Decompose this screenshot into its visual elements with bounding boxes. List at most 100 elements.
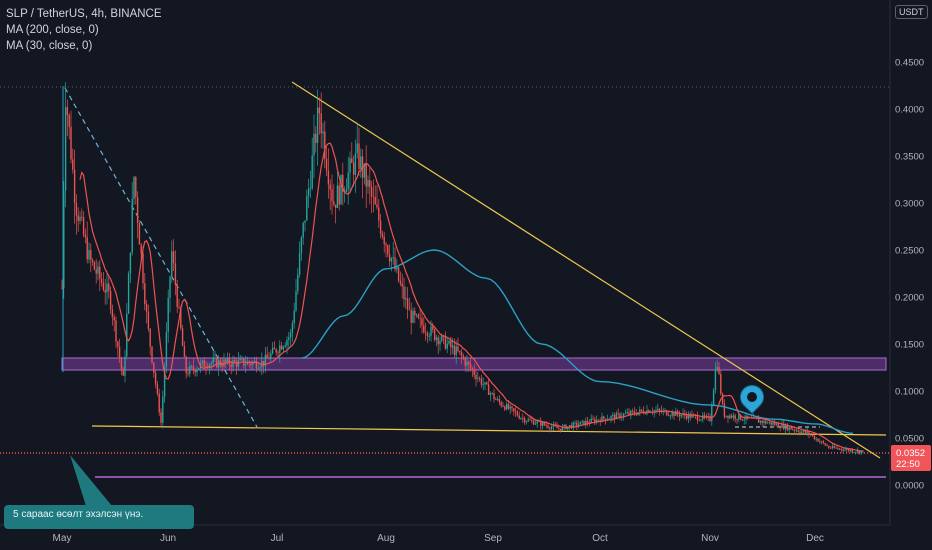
candle-body bbox=[833, 446, 835, 448]
candle-body bbox=[770, 422, 772, 425]
candle-body bbox=[696, 415, 699, 421]
candle-body bbox=[806, 431, 808, 433]
candle-body bbox=[675, 411, 677, 416]
candle-body bbox=[469, 364, 472, 369]
candle-body bbox=[594, 419, 596, 423]
candle-body bbox=[819, 441, 821, 443]
support-trendline[interactable] bbox=[91, 425, 887, 436]
candle-body bbox=[543, 422, 546, 425]
candle-body bbox=[410, 310, 412, 323]
candle-body bbox=[225, 359, 227, 362]
candle-body bbox=[804, 430, 807, 433]
symbol-title[interactable]: SLP / TetherUS, 4h, BINANCE bbox=[6, 8, 162, 20]
candle-body bbox=[135, 177, 137, 198]
candle-body bbox=[169, 276, 171, 298]
candle-body bbox=[64, 107, 67, 191]
candle-body bbox=[210, 362, 213, 365]
candle-body bbox=[777, 423, 780, 428]
candle-body bbox=[131, 198, 133, 253]
candle-body bbox=[255, 361, 258, 369]
candle-body bbox=[774, 422, 776, 425]
candle-body bbox=[387, 245, 389, 255]
candle-body bbox=[743, 419, 745, 421]
candle-body bbox=[311, 155, 313, 189]
candle-body bbox=[221, 365, 223, 367]
candle-body bbox=[115, 320, 117, 342]
candle-body bbox=[853, 451, 855, 453]
candle-body bbox=[162, 396, 164, 423]
dashed-trendline[interactable] bbox=[64, 87, 258, 428]
candle-body bbox=[406, 298, 409, 310]
candle-body bbox=[860, 451, 862, 454]
candle-body bbox=[106, 283, 108, 293]
candle-body bbox=[268, 357, 270, 359]
candle-body bbox=[734, 415, 736, 420]
candle-body bbox=[486, 382, 488, 385]
candle-body bbox=[736, 419, 738, 420]
candle-body bbox=[279, 345, 281, 354]
candle-body bbox=[820, 441, 823, 443]
candle-body bbox=[716, 366, 718, 370]
candle-body bbox=[792, 429, 794, 431]
annotation-callout[interactable]: 5 сараас өсөлт эхэлсэн үнэ. bbox=[4, 505, 194, 529]
candle-body bbox=[595, 419, 598, 423]
candle-body bbox=[813, 435, 816, 440]
candle-body bbox=[208, 364, 211, 368]
candle-body bbox=[244, 364, 247, 366]
candle-body bbox=[550, 426, 553, 429]
candle-body bbox=[192, 366, 195, 370]
candle-body bbox=[669, 415, 672, 417]
candle-body bbox=[286, 339, 288, 346]
candle-body bbox=[379, 220, 382, 234]
candle-body bbox=[104, 289, 106, 293]
candle-body bbox=[532, 420, 535, 425]
candle-body bbox=[455, 346, 457, 356]
candle-body bbox=[590, 418, 592, 423]
candle-body bbox=[640, 409, 643, 411]
candle-body bbox=[61, 287, 63, 289]
price-tick-label: 0.4000 bbox=[895, 105, 924, 116]
candle-body bbox=[300, 237, 303, 253]
candle-body bbox=[167, 297, 169, 333]
time-axis[interactable]: May Jun Jul Aug Sep Oct Nov Dec bbox=[53, 533, 824, 544]
candle-body bbox=[181, 328, 184, 346]
candle-body bbox=[759, 420, 762, 423]
candle-body bbox=[388, 254, 391, 262]
descending-trendline[interactable] bbox=[291, 81, 881, 459]
candle-body bbox=[421, 318, 423, 326]
candle-body bbox=[851, 449, 853, 453]
candle-body bbox=[271, 347, 274, 354]
candle-body bbox=[790, 427, 792, 430]
candle-body bbox=[826, 445, 828, 447]
candle-body bbox=[124, 356, 126, 376]
candle-body bbox=[523, 418, 526, 423]
candle-body bbox=[396, 267, 398, 270]
candle-body bbox=[477, 378, 479, 380]
currency-label[interactable]: USDT bbox=[895, 5, 928, 19]
candle-body bbox=[709, 416, 711, 422]
price-axis[interactable]: 0.4500 0.4000 0.3500 0.3000 0.2500 0.2000 0.15… bbox=[895, 58, 924, 492]
candle-body bbox=[392, 257, 394, 259]
candle-body bbox=[712, 390, 715, 406]
ma200-legend[interactable]: MA (200, close, 0) bbox=[6, 24, 99, 36]
candle-body bbox=[608, 418, 610, 420]
ma30-legend[interactable]: MA (30, close, 0) bbox=[6, 40, 93, 52]
candle-body bbox=[293, 310, 295, 324]
candle-body bbox=[401, 283, 403, 287]
candle-body bbox=[183, 345, 186, 357]
candle-body bbox=[270, 353, 272, 359]
candle-body bbox=[198, 368, 200, 370]
candle-body bbox=[228, 357, 231, 365]
candle-body bbox=[178, 306, 180, 308]
candle-body bbox=[408, 309, 411, 311]
candle-body bbox=[525, 421, 528, 423]
candle-body bbox=[568, 425, 571, 427]
candle-body bbox=[288, 337, 290, 340]
candle-body bbox=[273, 347, 276, 350]
candle-body bbox=[415, 314, 418, 316]
candle-body bbox=[847, 449, 850, 451]
candle-body bbox=[138, 223, 141, 245]
candle-body bbox=[325, 158, 328, 171]
candle-body bbox=[136, 197, 139, 224]
